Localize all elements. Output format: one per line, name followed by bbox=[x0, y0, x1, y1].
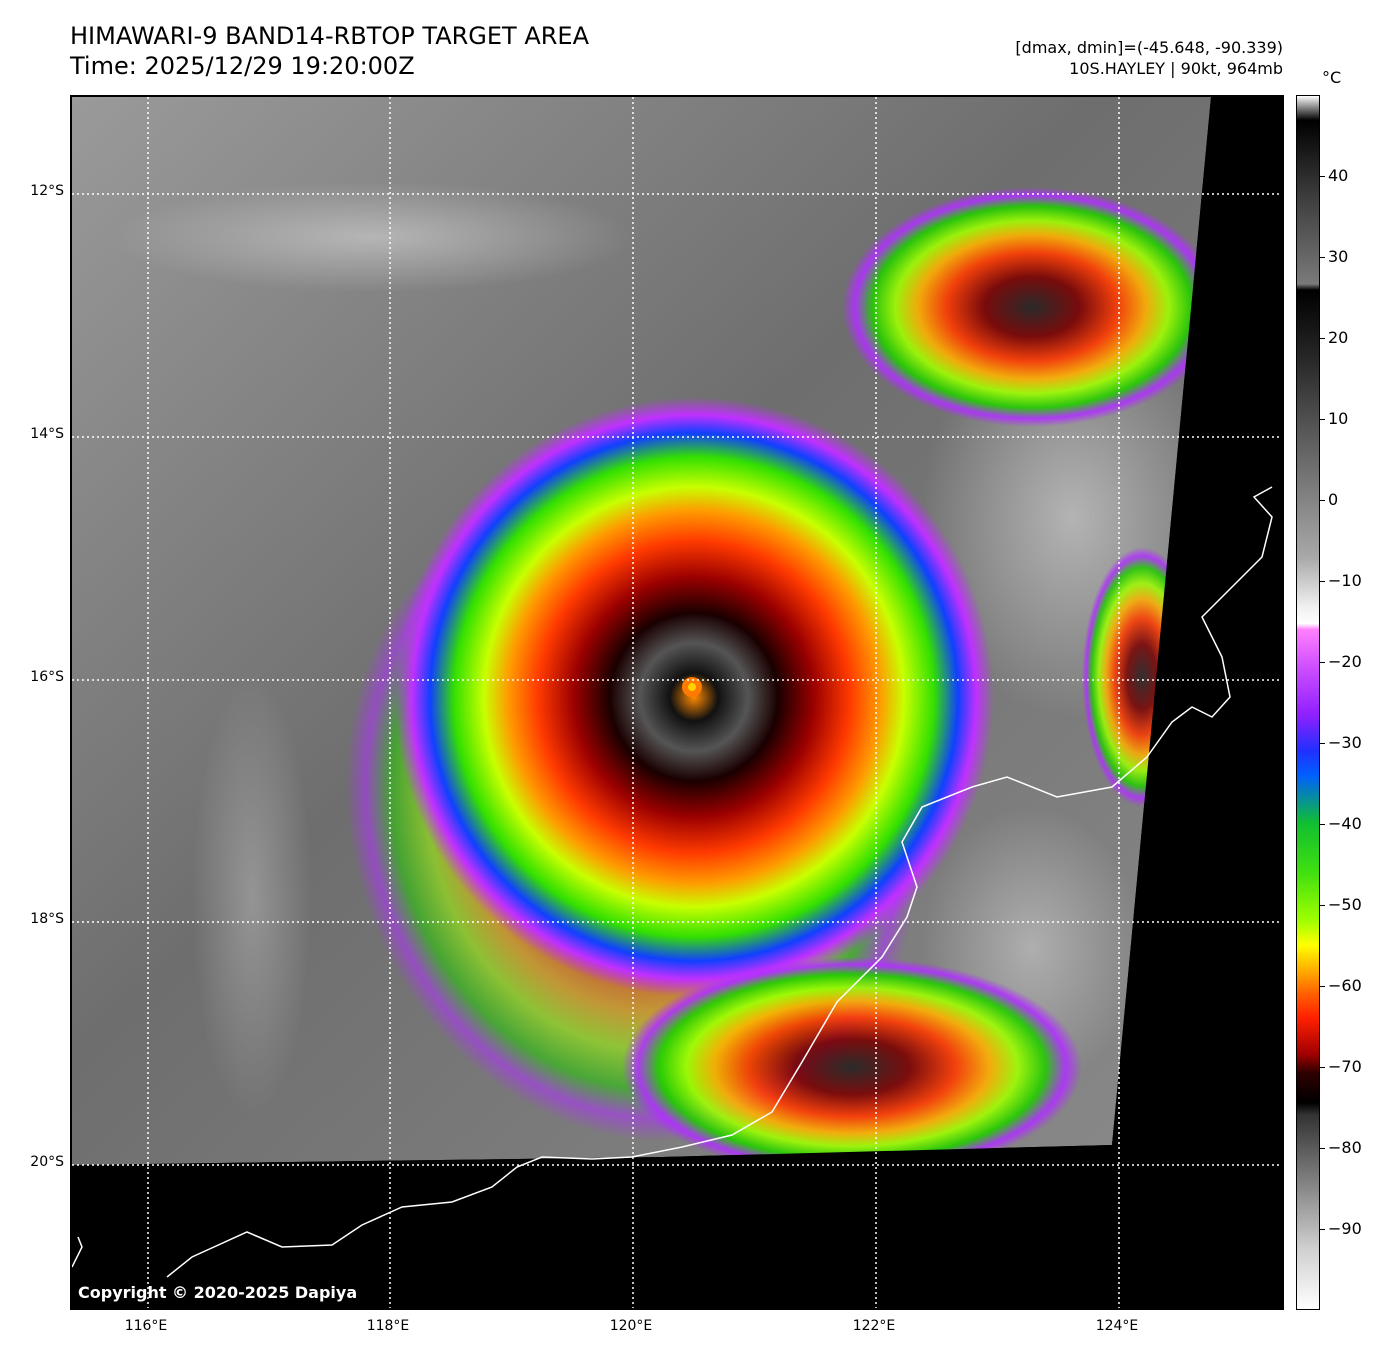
title-line-2: Time: 2025/12/29 19:20:00Z bbox=[70, 52, 415, 80]
northeast-convection bbox=[842, 187, 1222, 427]
colorbar-tick-label: −10 bbox=[1328, 571, 1362, 590]
colorbar-tick-label: −70 bbox=[1328, 1057, 1362, 1076]
colorbar-tick-label: −30 bbox=[1328, 733, 1362, 752]
colorbar-tick-mark bbox=[1320, 338, 1325, 339]
lat-label-12s: 12°S bbox=[30, 183, 64, 199]
colorbar-tick-mark bbox=[1320, 257, 1325, 258]
southern-convection bbox=[622, 957, 1082, 1177]
colorbar-tick-mark bbox=[1320, 1067, 1325, 1068]
colorbar bbox=[1296, 95, 1320, 1310]
lat-label-14s: 14°S bbox=[30, 426, 64, 442]
lon-label-120e: 120°E bbox=[609, 1318, 653, 1334]
satellite-imagery bbox=[72, 97, 1282, 1308]
colorbar-tick-mark bbox=[1320, 176, 1325, 177]
colorbar-tick-mark bbox=[1320, 419, 1325, 420]
colorbar-tick-label: −80 bbox=[1328, 1138, 1362, 1157]
colorbar-tick-label: −60 bbox=[1328, 976, 1362, 995]
colorbar-tick-label: 40 bbox=[1328, 166, 1349, 185]
lon-label-116e: 116°E bbox=[124, 1318, 168, 1334]
colorbar-tick-mark bbox=[1320, 1229, 1325, 1230]
colorbar-tick-mark bbox=[1320, 743, 1325, 744]
coastline bbox=[166, 486, 1273, 1278]
colorbar-tick-mark bbox=[1320, 824, 1325, 825]
colorbar-tick-mark bbox=[1320, 662, 1325, 663]
stats-line: [dmax, dmin]=(-45.648, -90.339) bbox=[1015, 38, 1283, 57]
colorbar-tick-label: −20 bbox=[1328, 652, 1362, 671]
lat-label-16s: 16°S bbox=[30, 669, 64, 685]
colorbar-tick-label: 10 bbox=[1328, 409, 1349, 428]
colorbar-tick-mark bbox=[1320, 1148, 1325, 1149]
colorbar-tick-label: −40 bbox=[1328, 814, 1362, 833]
graticule bbox=[72, 97, 1282, 1308]
colorbar-tick-mark bbox=[1320, 500, 1325, 501]
colorbar-tick-label: 0 bbox=[1328, 490, 1339, 509]
colorbar-tick-mark bbox=[1320, 905, 1325, 906]
lat-label-18s: 18°S bbox=[30, 911, 64, 927]
colorbar-tick-label: −50 bbox=[1328, 895, 1362, 914]
lon-label-118e: 118°E bbox=[366, 1318, 410, 1334]
colorbar-unit: °C bbox=[1322, 68, 1342, 87]
colorbar-tick-label: 30 bbox=[1328, 247, 1349, 266]
colorbar-tick-mark bbox=[1320, 986, 1325, 987]
colorbar-tick-label: 20 bbox=[1328, 328, 1349, 347]
storm-line: 10S.HAYLEY | 90kt, 964mb bbox=[1069, 59, 1283, 78]
colorbar-tick-mark bbox=[1320, 581, 1325, 582]
satellite-map: Copyright © 2020-2025 Dapiya bbox=[70, 95, 1284, 1310]
copyright-notice: Copyright © 2020-2025 Dapiya bbox=[78, 1283, 358, 1302]
colorbar-tick-label: −90 bbox=[1328, 1219, 1362, 1238]
no-data-region bbox=[72, 97, 1282, 1308]
lat-label-20s: 20°S bbox=[30, 1154, 64, 1170]
lon-label-124e: 124°E bbox=[1095, 1318, 1139, 1334]
cyclone-core bbox=[394, 397, 994, 997]
title-line-1: HIMAWARI-9 BAND14-RBTOP TARGET AREA bbox=[70, 22, 590, 50]
lon-label-122e: 122°E bbox=[852, 1318, 896, 1334]
